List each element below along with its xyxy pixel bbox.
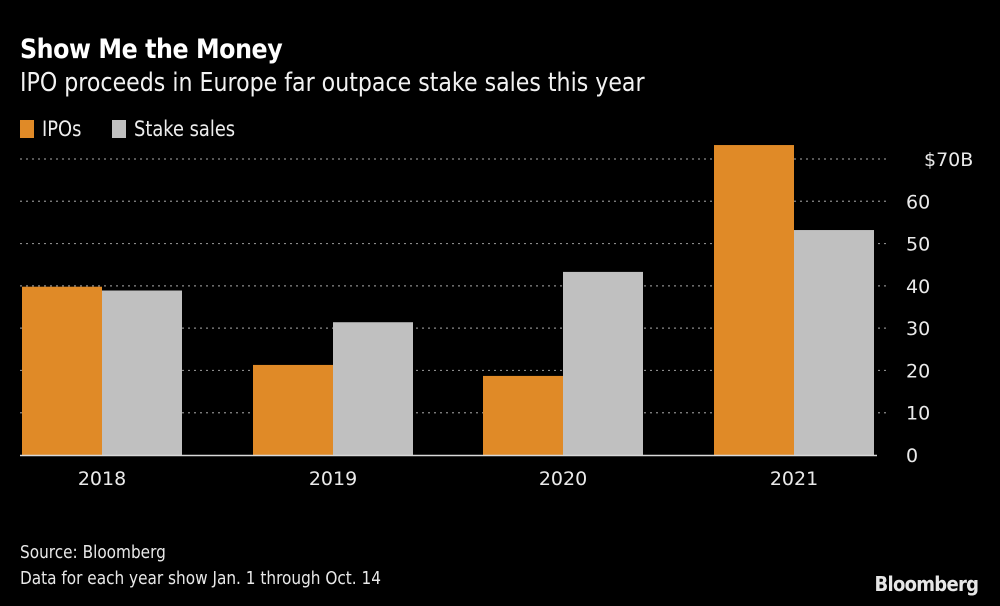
legend-swatch-ipos (20, 120, 34, 138)
bar-stake-sales-2021 (794, 230, 874, 455)
legend-swatch-stake-sales (112, 120, 127, 138)
bars (20, 145, 877, 457)
y-axis: 0 10 20 30 40 50 60 $70B (906, 149, 973, 467)
legend-item-ipos: IPOs (20, 117, 88, 141)
footer: Source: Bloomberg Data for each year sho… (20, 540, 445, 592)
y-tick-label: 0 (906, 445, 918, 467)
legend-label-ipos: IPOs (42, 117, 82, 141)
source-note: Source: Bloomberg (20, 542, 166, 563)
bar-ipos-2021 (714, 145, 794, 455)
data-note: Data for each year show Jan. 1 through O… (20, 568, 382, 589)
bloomberg-logo: Bloomberg (874, 572, 978, 596)
y-tick-label: $70B (924, 149, 973, 171)
y-tick-label: 50 (906, 234, 930, 256)
x-axis: 2018 2019 2020 2021 (78, 468, 818, 490)
bar-stake-sales-2019 (333, 322, 413, 455)
x-tick-label: 2019 (309, 468, 357, 490)
y-tick-label: 60 (906, 191, 930, 213)
legend: IPOs Stake sales (20, 117, 277, 141)
y-tick-label: 20 (906, 360, 930, 382)
bar-stake-sales-2020 (563, 271, 643, 455)
bar-ipos-2020 (483, 375, 563, 455)
legend-label-stake-sales: Stake sales (134, 117, 236, 141)
chart-title: Show Me the Money (20, 34, 283, 65)
y-tick-label: 10 (906, 403, 930, 425)
bar-stake-sales-2018 (102, 290, 182, 455)
x-tick-label: 2018 (78, 468, 126, 490)
x-tick-label: 2020 (539, 468, 587, 490)
bar-ipos-2018 (22, 286, 102, 455)
legend-item-stake-sales: Stake sales (112, 117, 253, 141)
y-tick-label: 30 (906, 318, 930, 340)
y-tick-label: 40 (906, 276, 930, 298)
bar-ipos-2019 (253, 364, 333, 455)
x-tick-label: 2021 (770, 468, 818, 490)
chart-subtitle: IPO proceeds in Europe far outpace stake… (20, 68, 645, 98)
